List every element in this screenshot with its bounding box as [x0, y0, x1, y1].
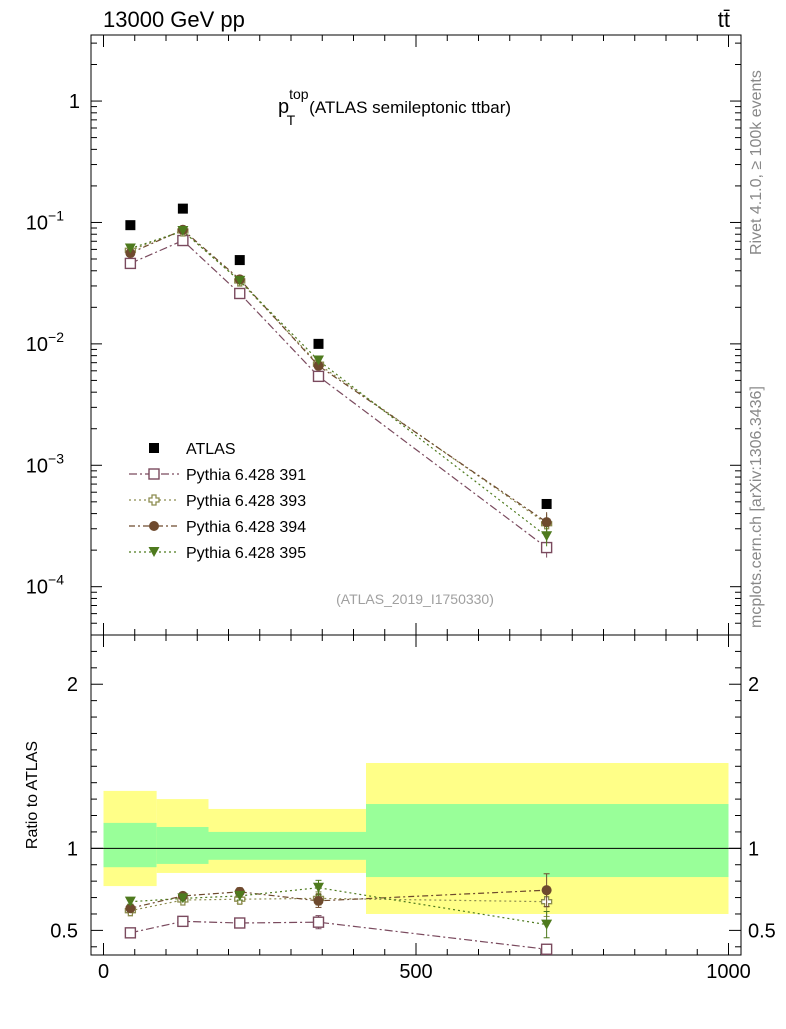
- uncertainty-band-inner: [156, 827, 209, 864]
- y-tick-label: 10−4: [26, 572, 64, 599]
- point-atlas: [541, 498, 552, 509]
- ratio-point-p391: [234, 917, 246, 929]
- mcplots-credit-label: mcplots.cern.ch [arXiv:1306.3436]: [748, 386, 765, 628]
- legend-marker-p391: [148, 468, 160, 480]
- point-p395: [177, 226, 189, 237]
- y-tick-label: 10−3: [26, 450, 64, 477]
- x-tick-label: 500: [399, 961, 432, 983]
- point-p395: [541, 531, 553, 542]
- uncertainty-band-inner: [208, 831, 366, 860]
- point-p391: [234, 287, 246, 300]
- ratio-point-p395: [541, 919, 553, 930]
- ratio-plot: 0.5 0.5 1 1 2 2 0 500 1000: [50, 634, 776, 983]
- y-tick-label-exponent: −4: [48, 572, 64, 588]
- legend-label: Pythia 6.428 391: [186, 467, 306, 484]
- point-p391: [124, 257, 137, 270]
- point-p395: [313, 355, 324, 366]
- legend-label: Pythia 6.428 395: [186, 545, 306, 562]
- point-p395: [124, 243, 136, 254]
- header-energy: 13000 GeV pp: [103, 7, 245, 32]
- ratio-point-p394: [125, 903, 136, 914]
- series-line-p394: [130, 229, 547, 523]
- plot-title: ptop T (ATLAS semileptonic ttbar): [278, 86, 511, 128]
- y-tick-label-base: 10: [26, 212, 48, 234]
- title-subscript: T: [287, 112, 296, 128]
- y-tick-label: 1: [69, 91, 80, 113]
- point-p395: [234, 275, 246, 286]
- ratio-point-p391: [177, 915, 189, 928]
- y-tick-label-exponent: −2: [48, 329, 64, 345]
- x-tick-label: 0: [98, 961, 109, 983]
- ratio-y-tick-label-left: 2: [67, 674, 78, 696]
- point-p394: [541, 517, 552, 528]
- point-atlas: [313, 338, 324, 349]
- rivet-version-label: Rivet 4.1.0, ≥ 100k events: [748, 70, 765, 255]
- legend-label: Pythia 6.428 393: [186, 493, 306, 510]
- ratio-point-p395: [234, 890, 246, 901]
- legend-marker-p394: [149, 521, 159, 531]
- ratio-y-tick-label-left: 0.5: [50, 920, 78, 942]
- ratio-y-tick-label-right: 2: [748, 674, 759, 696]
- point-atlas: [234, 255, 245, 266]
- point-p394: [313, 360, 324, 371]
- ratio-y-tick-label-left: 1: [67, 838, 78, 860]
- series-line-p395: [130, 230, 547, 537]
- ratio-point-p391: [312, 916, 325, 928]
- y-tick-label: 10−1: [26, 207, 64, 234]
- legend-marker-p395: [148, 547, 160, 557]
- analysis-id-label: (ATLAS_2019_I1750330): [336, 591, 494, 607]
- header-process: tt̄: [718, 7, 730, 32]
- ratio-line-p394: [130, 889, 547, 909]
- ratio-point-p395: [313, 882, 324, 893]
- y-tick-label-exponent: −1: [48, 207, 64, 223]
- y-tick-label: 10−2: [26, 329, 64, 356]
- uncertainty-band-inner: [103, 822, 157, 868]
- point-atlas: [177, 203, 188, 214]
- ratio-point-p394: [313, 895, 324, 906]
- y-tick-label-base: 10: [26, 455, 48, 477]
- ratio-point-p394: [541, 885, 552, 896]
- ratio-point-p391: [124, 927, 137, 939]
- legend: ATLAS Pythia 6.428 391 Pythia 6.428 393 Pyt…: [129, 441, 306, 562]
- y-tick-label-exponent: −3: [48, 450, 64, 466]
- y-tick-label-base: 10: [26, 334, 48, 356]
- main-plot: 110−110−210−310−4: [26, 34, 742, 636]
- title-rest: (ATLAS semileptonic ttbar): [309, 98, 511, 117]
- title-superscript: top: [289, 86, 309, 102]
- point-atlas: [125, 220, 136, 231]
- y-tick-label-base: 10: [26, 577, 48, 599]
- ratio-line-p395: [130, 887, 547, 926]
- legend-marker-p393: [148, 494, 160, 506]
- uncertainty-band-inner: [366, 804, 729, 878]
- ratio-line-p391: [130, 920, 547, 950]
- ratio-y-axis-label: Ratio to ATLAS: [24, 741, 41, 849]
- point-p391: [312, 370, 325, 383]
- ratio-y-tick-label-right: 1: [748, 838, 759, 860]
- legend-marker-atlas: [149, 443, 159, 453]
- point-p391: [177, 234, 189, 247]
- title-p: p: [278, 96, 289, 118]
- ratio-point-p395: [124, 896, 136, 907]
- x-tick-label: 1000: [706, 961, 751, 983]
- legend-label: ATLAS: [186, 441, 236, 458]
- ratio-point-p395: [177, 893, 189, 904]
- ratio-y-tick-label-right: 0.5: [748, 920, 776, 942]
- ratio-point-p391: [540, 943, 553, 955]
- legend-label: Pythia 6.428 394: [186, 519, 306, 536]
